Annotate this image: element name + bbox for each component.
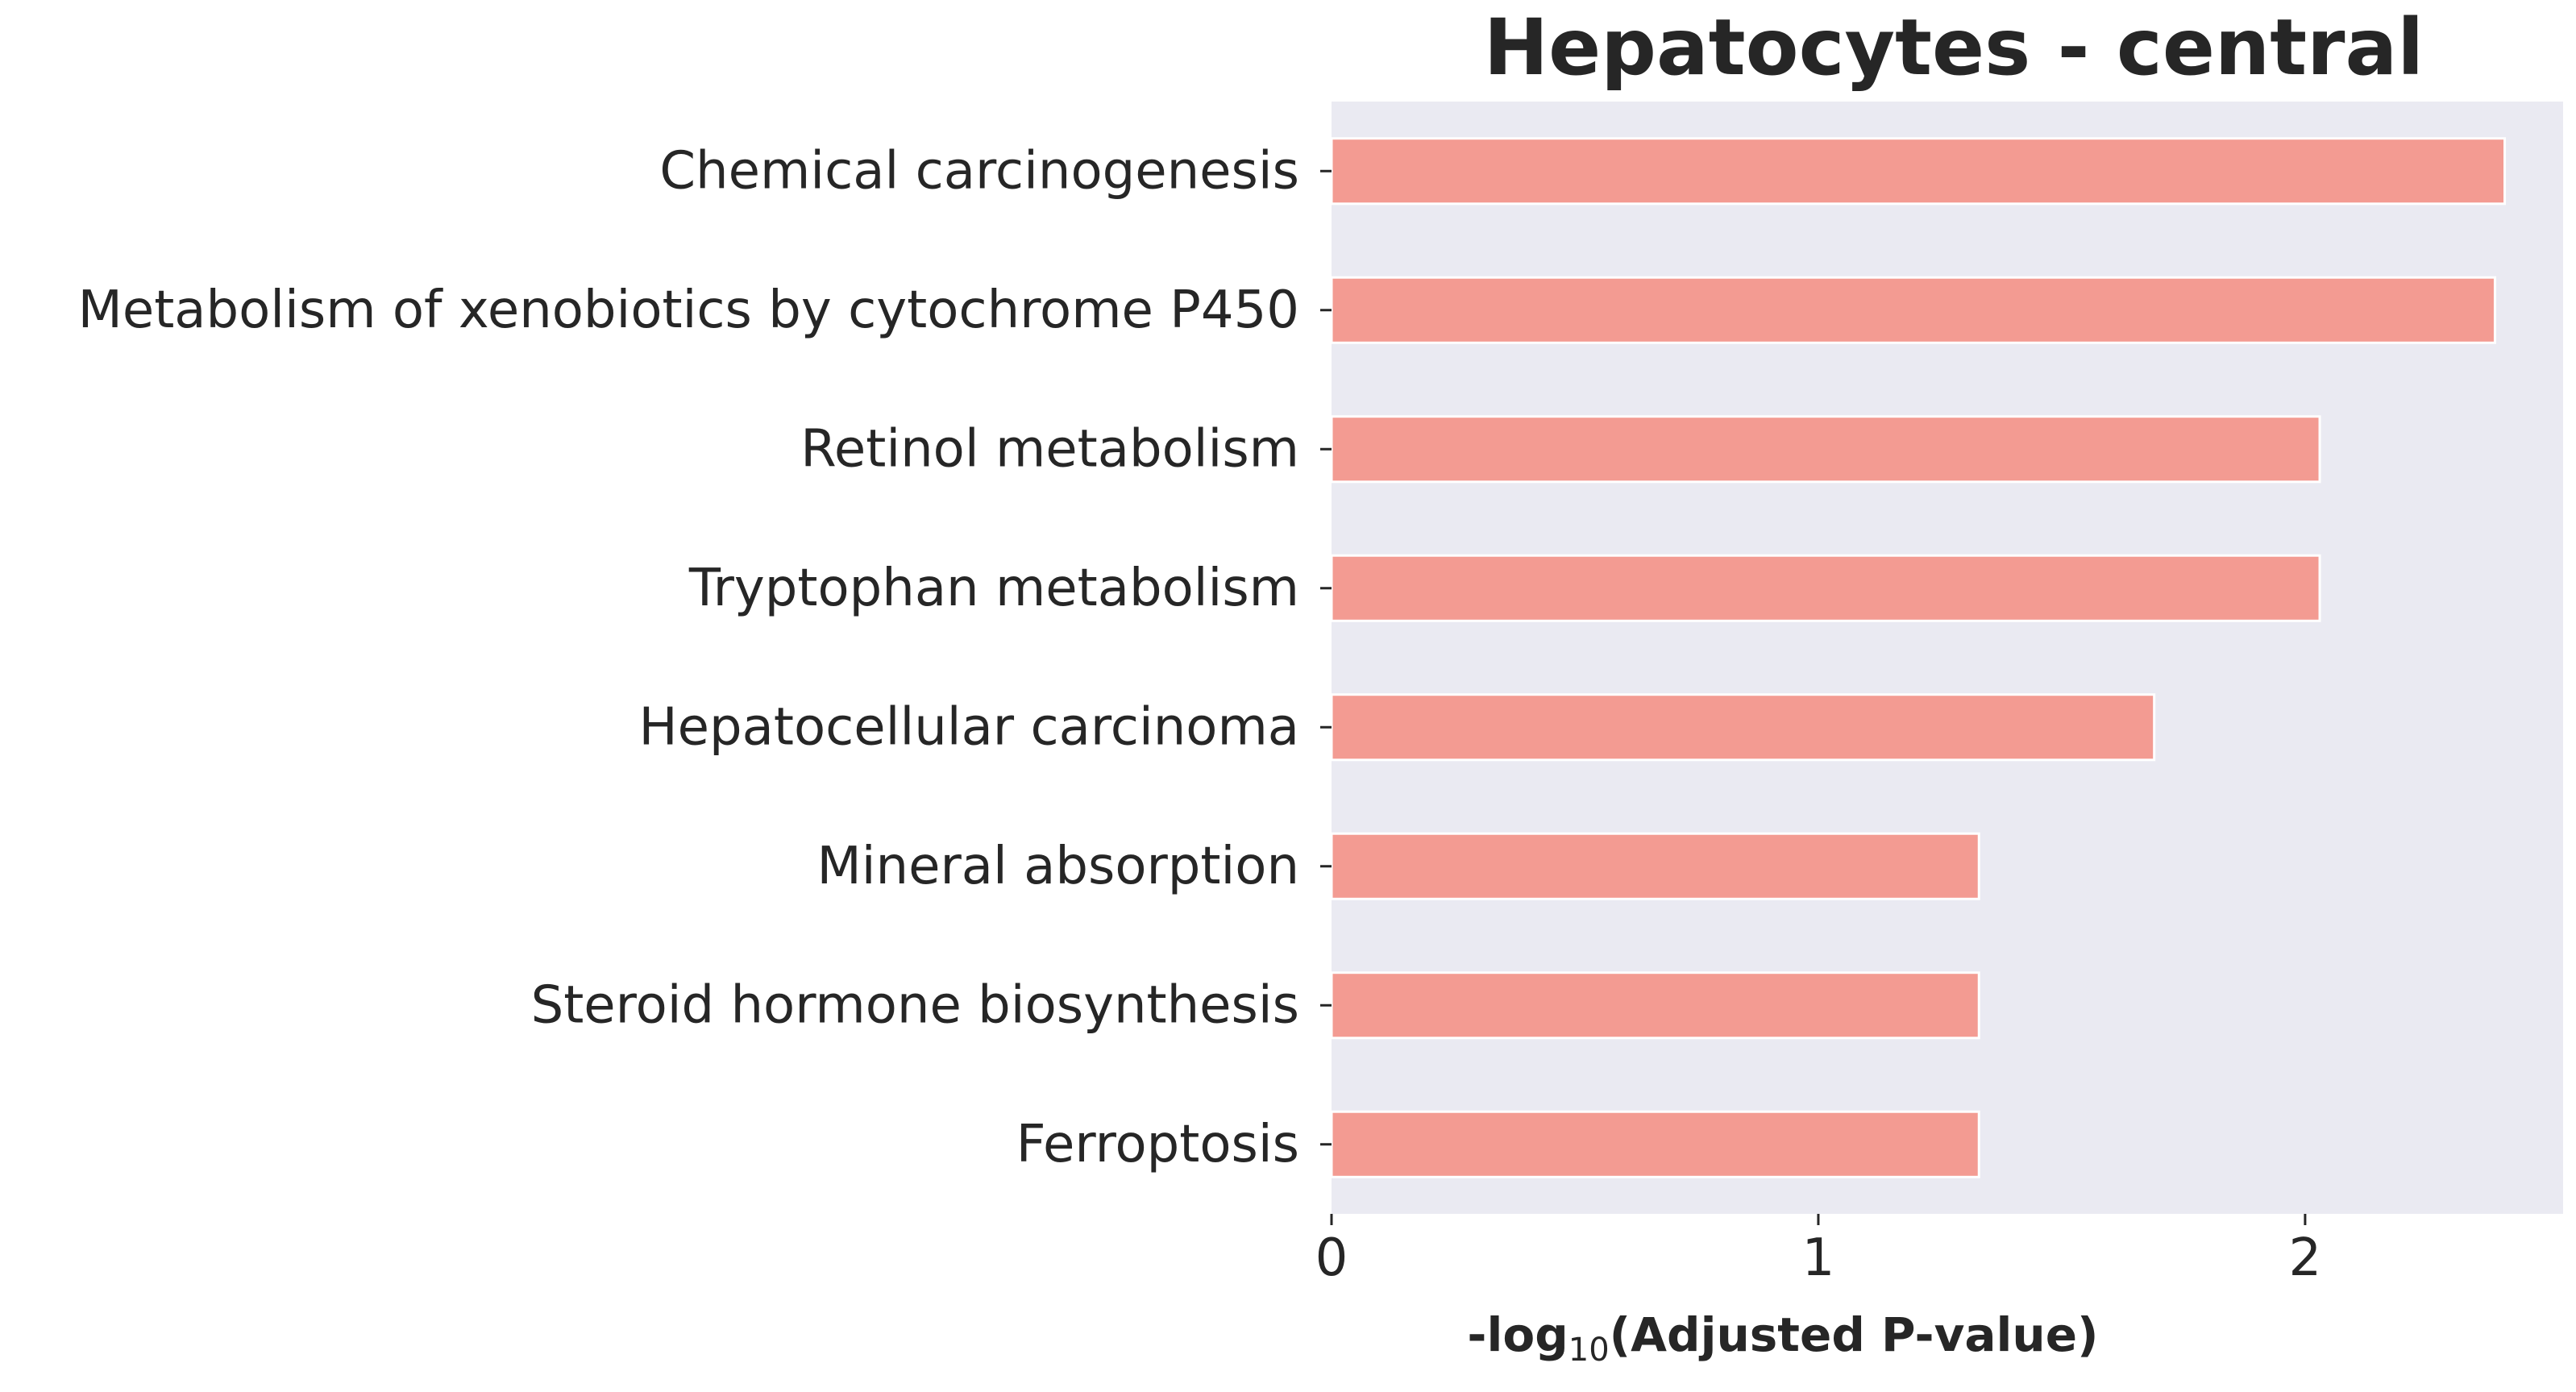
bar bbox=[1330, 971, 1980, 1040]
y-tick-label: Mineral absorption bbox=[817, 837, 1299, 896]
y-tick-label: Chemical carcinogenesis bbox=[659, 141, 1299, 201]
y-tick-label: Steroid hormone biosynthesis bbox=[531, 975, 1299, 1035]
x-tick-label: 1 bbox=[1802, 1228, 1835, 1288]
x-axis-label-prefix: -log bbox=[1467, 1307, 1568, 1362]
x-axis-label-suffix: (Adjusted P-value) bbox=[1610, 1307, 2099, 1362]
y-tick-label: Retinol metabolism bbox=[800, 419, 1299, 479]
x-tick-label: 0 bbox=[1315, 1228, 1348, 1288]
bar bbox=[1330, 832, 1980, 900]
bar bbox=[1330, 415, 2321, 484]
bar bbox=[1330, 137, 2507, 206]
bar bbox=[1330, 554, 2321, 622]
y-tick-label: Hepatocellular carcinoma bbox=[639, 697, 1300, 757]
x-axis-ticks: 0 1 2 bbox=[1315, 1214, 2322, 1288]
y-tick-label: Ferroptosis bbox=[1016, 1115, 1299, 1174]
bar bbox=[1330, 1110, 1980, 1178]
y-tick-label: Metabolism of xenobiotics by cytochrome … bbox=[78, 280, 1299, 340]
bars-layer bbox=[1330, 137, 2507, 1178]
chart-title: Hepatocytes - central bbox=[1484, 2, 2424, 93]
x-axis-label-subscript: 10 bbox=[1568, 1332, 1610, 1369]
y-axis-ticks: Chemical carcinogenesis Metabolism of xen… bbox=[78, 141, 1332, 1174]
bar bbox=[1330, 276, 2496, 344]
x-tick-label: 2 bbox=[2289, 1228, 2322, 1288]
bar bbox=[1330, 693, 2156, 762]
x-axis-label: -log10(Adjusted P-value) bbox=[1467, 1307, 2098, 1369]
plot-background bbox=[1332, 102, 2563, 1214]
y-tick-label: Tryptophan metabolism bbox=[688, 559, 1299, 618]
